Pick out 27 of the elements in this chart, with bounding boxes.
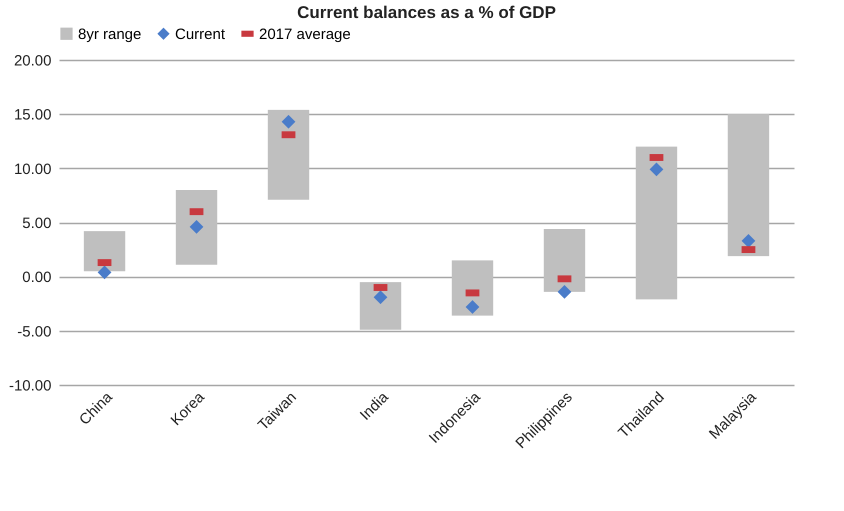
bar xyxy=(176,190,218,265)
point xyxy=(282,114,296,129)
y-tick-label: 5.00 xyxy=(22,215,52,232)
point xyxy=(558,284,572,299)
chart-title: Current balances as a % of GDP xyxy=(297,3,556,22)
bar xyxy=(636,146,678,300)
bar xyxy=(452,260,494,316)
y-tick-label: 10.00 xyxy=(14,160,52,178)
y-tick-label: 15.00 xyxy=(14,106,52,124)
point xyxy=(374,290,388,304)
bar xyxy=(268,110,310,200)
point xyxy=(98,265,112,280)
legend-label: 8yr range xyxy=(78,26,142,43)
y-tick-label: 20.00 xyxy=(14,52,52,70)
point xyxy=(466,300,480,314)
point xyxy=(650,162,664,176)
y-tick-label: -5.00 xyxy=(17,323,52,340)
bar xyxy=(544,229,586,292)
y-tick-label: -10.00 xyxy=(8,378,52,394)
legend-label: Current xyxy=(175,26,226,43)
bar xyxy=(360,282,402,330)
bar xyxy=(728,114,770,256)
legend-label: 2017 average xyxy=(259,26,351,43)
point xyxy=(190,220,204,234)
y-tick-label: 0.00 xyxy=(22,269,52,286)
bar xyxy=(84,231,126,272)
point xyxy=(742,234,756,248)
